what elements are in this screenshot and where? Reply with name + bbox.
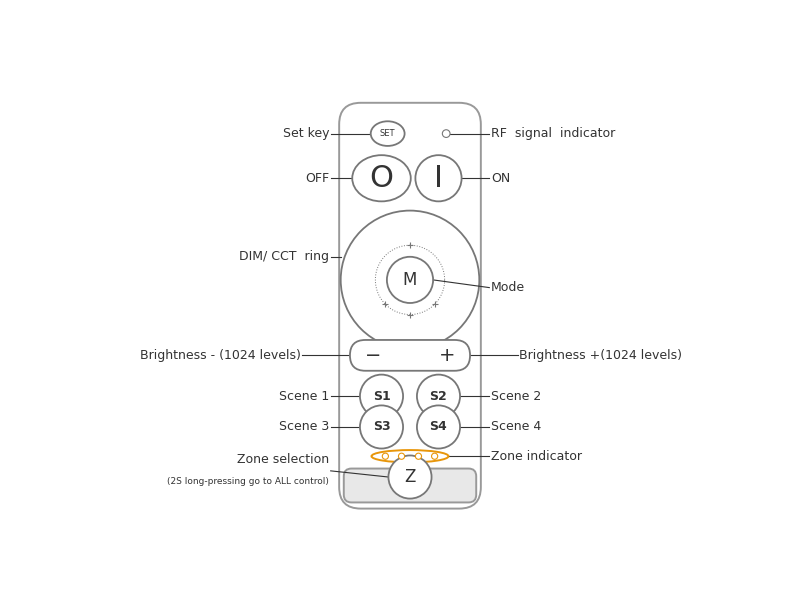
Text: S3: S3 — [373, 421, 390, 433]
Text: Mode: Mode — [491, 281, 525, 294]
FancyBboxPatch shape — [350, 340, 470, 371]
Text: DIM/ CCT  ring: DIM/ CCT ring — [239, 250, 329, 263]
Circle shape — [398, 453, 405, 460]
Text: M: M — [403, 271, 417, 289]
Text: S2: S2 — [430, 389, 447, 403]
Circle shape — [431, 453, 438, 460]
Text: I: I — [434, 164, 443, 193]
Text: Set key: Set key — [282, 127, 329, 140]
Text: S4: S4 — [430, 421, 447, 433]
Text: Zone selection: Zone selection — [237, 453, 329, 466]
Circle shape — [387, 257, 433, 303]
Text: −: − — [365, 346, 382, 365]
Ellipse shape — [370, 121, 405, 146]
Ellipse shape — [352, 155, 410, 202]
Text: S1: S1 — [373, 389, 390, 403]
Circle shape — [341, 211, 479, 349]
Text: +: + — [438, 346, 455, 365]
Text: Brightness - (1024 levels): Brightness - (1024 levels) — [140, 349, 301, 362]
Text: (2S long-pressing go to ALL control): (2S long-pressing go to ALL control) — [167, 477, 329, 486]
Text: Scene 4: Scene 4 — [491, 421, 541, 433]
Text: Z: Z — [404, 468, 416, 486]
Text: RF  signal  indicator: RF signal indicator — [491, 127, 615, 140]
Text: ON: ON — [491, 172, 510, 185]
Text: Scene 3: Scene 3 — [279, 421, 329, 433]
Text: OFF: OFF — [305, 172, 329, 185]
Circle shape — [360, 406, 403, 449]
Text: O: O — [370, 164, 394, 193]
Text: Brightness +(1024 levels): Brightness +(1024 levels) — [519, 349, 682, 362]
Ellipse shape — [415, 155, 462, 202]
Ellipse shape — [371, 450, 449, 463]
Text: Scene 2: Scene 2 — [491, 389, 541, 403]
Text: Scene 1: Scene 1 — [279, 389, 329, 403]
Circle shape — [382, 453, 389, 460]
Circle shape — [415, 453, 422, 460]
Circle shape — [442, 130, 450, 137]
Text: SET: SET — [380, 129, 395, 138]
Text: Zone indicator: Zone indicator — [491, 450, 582, 463]
Circle shape — [360, 374, 403, 418]
Circle shape — [417, 374, 460, 418]
Circle shape — [389, 455, 431, 499]
FancyBboxPatch shape — [344, 469, 476, 502]
Circle shape — [417, 406, 460, 449]
FancyBboxPatch shape — [339, 103, 481, 509]
